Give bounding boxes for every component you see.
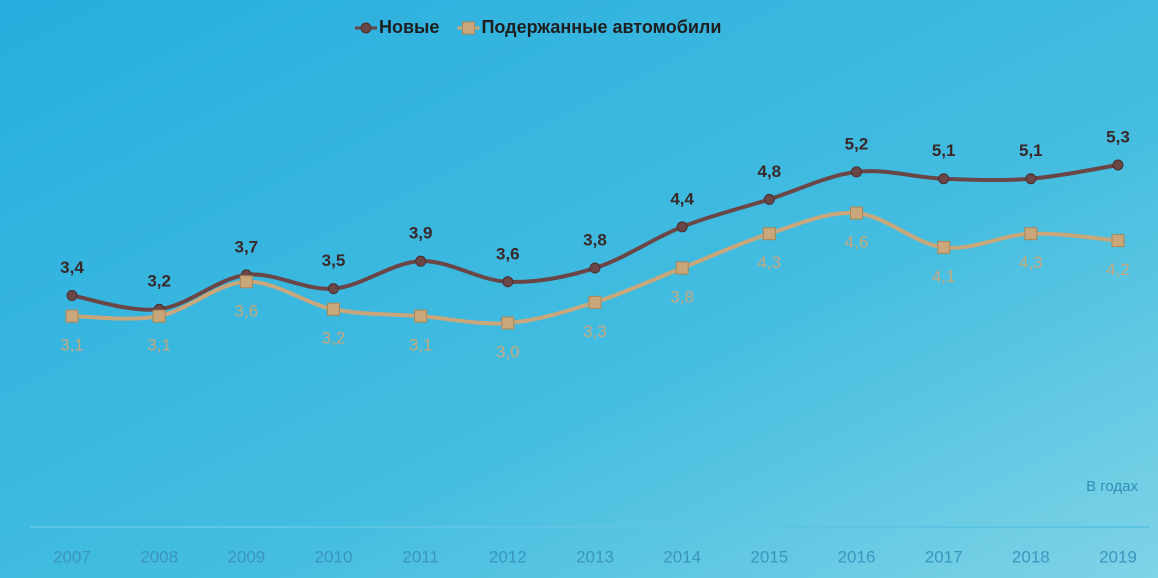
data-point: [937, 240, 951, 254]
data-point: [415, 255, 427, 267]
data-label: 3,1: [60, 336, 84, 355]
annotation: В годах: [1086, 478, 1138, 495]
data-label: 5,2: [845, 134, 869, 153]
data-point: [938, 173, 950, 185]
x-tick-label: 2019: [1099, 547, 1137, 566]
data-point: [589, 262, 601, 274]
data-point: [675, 261, 689, 275]
data-label: 3,2: [322, 329, 346, 348]
data-point: [328, 283, 339, 295]
data-point: [414, 309, 428, 323]
legend-marker: [360, 22, 372, 34]
x-tick-label: 2010: [315, 547, 353, 566]
data-label: 3,2: [147, 272, 171, 291]
data-label: 4,3: [758, 253, 782, 272]
x-tick-label: 2016: [838, 547, 876, 566]
data-label: 3,5: [322, 251, 346, 270]
legend-marker: [461, 21, 475, 35]
data-label: 5,3: [1106, 127, 1130, 146]
x-tick-label: 2008: [140, 547, 178, 566]
legend-label: Новые: [379, 17, 439, 37]
data-label: 5,1: [932, 141, 956, 160]
data-point: [762, 227, 776, 241]
data-label: 3,6: [496, 244, 520, 263]
x-tick-label: 2011: [402, 547, 439, 566]
data-point: [1025, 173, 1037, 185]
data-label: 4,3: [1019, 253, 1043, 272]
x-tick-label: 2007: [53, 547, 91, 566]
data-label: 3,1: [147, 336, 171, 355]
legend-label: Подержанные автомобили: [481, 17, 721, 37]
data-label: 4,4: [670, 189, 694, 208]
data-label: 3,0: [496, 342, 520, 361]
data-label: 4,1: [932, 267, 956, 286]
x-tick-label: 2015: [750, 547, 788, 566]
data-label: 3,3: [583, 322, 607, 341]
data-label: 3,9: [409, 224, 433, 243]
data-point: [676, 221, 688, 233]
x-tick-label: 2009: [227, 547, 265, 566]
data-point: [850, 206, 863, 220]
data-point: [327, 302, 340, 316]
x-tick-label: 2014: [663, 547, 701, 566]
x-tick-label: 2012: [489, 547, 527, 566]
data-point: [66, 290, 78, 302]
data-label: 3,6: [235, 301, 259, 320]
data-label: 3,8: [583, 231, 607, 250]
data-label: 5,1: [1019, 141, 1043, 160]
data-point: [588, 295, 602, 309]
data-point: [65, 309, 79, 323]
data-point: [152, 309, 166, 323]
data-label: 3,8: [670, 288, 694, 307]
data-point: [1024, 227, 1038, 241]
x-tick-label: 2017: [925, 547, 963, 566]
data-point: [851, 166, 862, 178]
data-point: [501, 316, 515, 330]
data-label: 4,6: [845, 233, 869, 252]
data-label: 4,2: [1106, 260, 1130, 279]
data-label: 3,7: [235, 237, 259, 256]
x-tick-label: 2018: [1012, 547, 1050, 566]
data-label: 3,1: [409, 336, 433, 355]
x-tick-label: 2013: [576, 547, 614, 566]
data-label: 4,8: [758, 162, 782, 181]
data-point: [502, 276, 514, 288]
data-point: [239, 275, 253, 289]
data-label: 3,4: [60, 258, 84, 277]
data-point: [1111, 234, 1125, 248]
data-point: [763, 193, 775, 205]
data-point: [1112, 159, 1124, 171]
